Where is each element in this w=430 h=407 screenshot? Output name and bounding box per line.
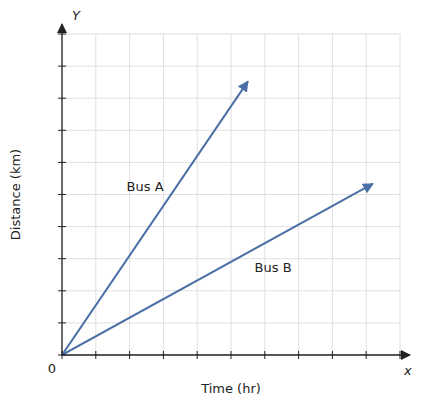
y-tick bbox=[58, 355, 66, 356]
axis-annotation: Y bbox=[72, 8, 81, 23]
grid-line-y bbox=[62, 194, 400, 195]
grid-line-y bbox=[62, 34, 400, 35]
grid-line-y bbox=[62, 322, 400, 323]
grid-line-y bbox=[62, 258, 400, 259]
x-label: Time (hr) bbox=[200, 381, 261, 396]
y-tick bbox=[58, 322, 66, 323]
grid-line-y bbox=[62, 130, 400, 131]
texts: Time (hr) Distance (km) 0 x Y Bus A Bus B bbox=[8, 8, 412, 396]
y-tick bbox=[58, 66, 66, 67]
y-tick bbox=[58, 194, 66, 195]
x-tick bbox=[231, 351, 232, 359]
y-axis bbox=[61, 24, 62, 355]
grid-line-y bbox=[62, 226, 400, 227]
grid-line-y bbox=[62, 66, 400, 67]
x-tick bbox=[332, 351, 333, 359]
axis-annotation: 0 bbox=[48, 361, 56, 376]
series-label: Bus A bbox=[127, 179, 164, 194]
grid-line-y bbox=[62, 290, 400, 291]
y-tick bbox=[58, 162, 66, 163]
y-tick bbox=[58, 98, 66, 99]
y-tick bbox=[58, 290, 66, 291]
x-tick bbox=[366, 351, 367, 359]
grid-line-y bbox=[62, 162, 400, 163]
x-tick bbox=[95, 351, 96, 359]
x-tick bbox=[129, 351, 130, 359]
x-tick bbox=[400, 351, 401, 359]
grid bbox=[62, 34, 400, 355]
x-axis bbox=[62, 354, 410, 355]
y-tick bbox=[58, 34, 66, 35]
lines bbox=[62, 81, 373, 355]
x-tick bbox=[197, 351, 198, 359]
series-line bbox=[62, 81, 248, 355]
chart: Time (hr) Distance (km) 0 x Y Bus A Bus B bbox=[0, 0, 430, 407]
axis-annotation: x bbox=[403, 363, 412, 378]
y-tick bbox=[58, 130, 66, 131]
series-line bbox=[62, 184, 373, 355]
y-label: Distance (km) bbox=[8, 149, 23, 240]
x-tick bbox=[163, 351, 164, 359]
y-tick bbox=[58, 226, 66, 227]
y-tick bbox=[58, 258, 66, 259]
series-label: Bus B bbox=[255, 260, 292, 275]
grid-line-y bbox=[62, 98, 400, 99]
axes bbox=[58, 24, 410, 359]
x-tick bbox=[264, 351, 265, 359]
x-tick bbox=[298, 351, 299, 359]
